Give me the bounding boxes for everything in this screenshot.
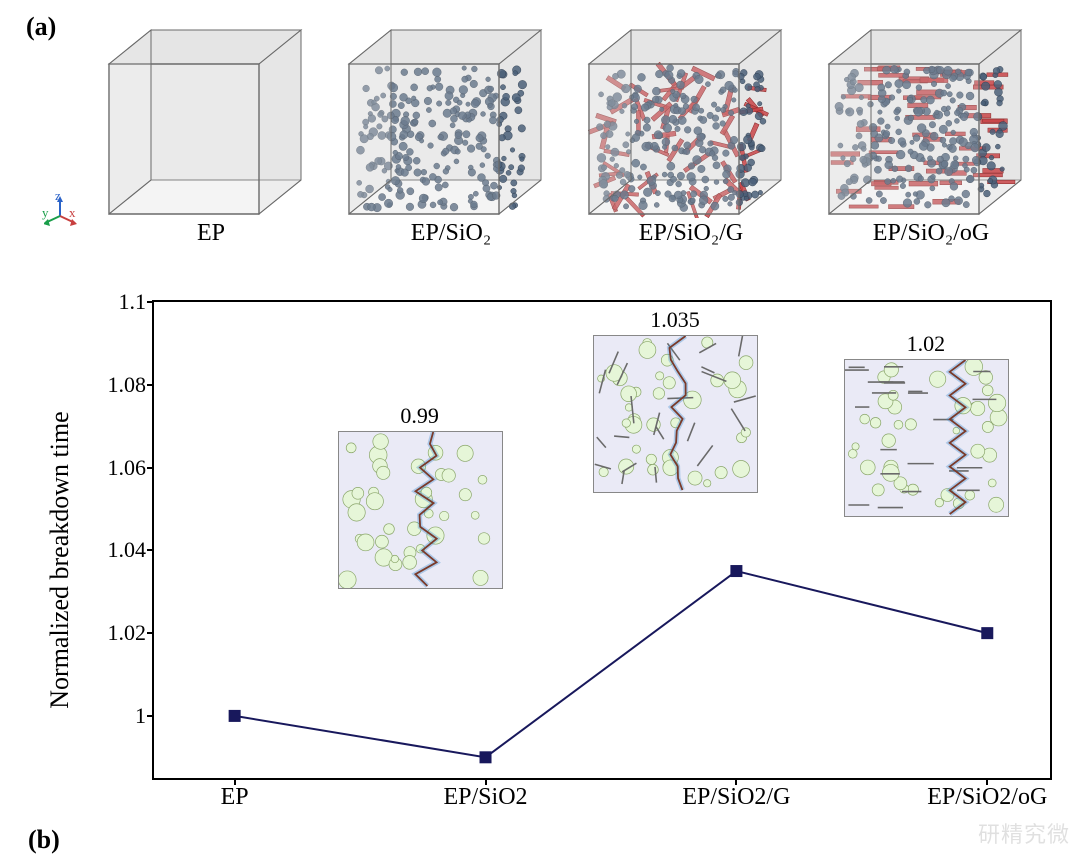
y-tick-mark xyxy=(147,549,154,551)
cube-item: EP/SiO₂/oG xyxy=(821,18,1041,247)
inset-simulation xyxy=(593,335,758,493)
figure-container: (a) y z x EP EP/SiO₂ EP/SiO₂/G EP/SiO₂/oG (… xyxy=(0,0,1080,865)
x-tick-mark xyxy=(234,778,236,785)
data-value-annotation: 0.99 xyxy=(400,403,439,429)
axis-z-label: z xyxy=(55,188,61,204)
x-tick-mark xyxy=(986,778,988,785)
cube-caption: EP xyxy=(197,220,225,247)
cube-box xyxy=(581,18,801,218)
cube-render xyxy=(581,18,801,218)
panel-a-label: (a) xyxy=(26,12,56,42)
y-tick-mark xyxy=(147,384,154,386)
y-axis-label: Normalized breakdown time xyxy=(45,411,75,708)
x-tick-mark xyxy=(485,778,487,785)
cube-caption: EP/SiO₂/oG xyxy=(873,220,989,247)
cube-box xyxy=(821,18,1041,218)
data-marker xyxy=(981,627,993,639)
panel-a: (a) y z x EP EP/SiO₂ EP/SiO₂/G EP/SiO₂/oG xyxy=(26,12,1054,272)
inset-svg xyxy=(845,360,1008,516)
y-tick-mark xyxy=(147,632,154,634)
chart-plot-area: 11.021.041.061.081.1EPEP/SiO2EP/SiO2/GEP… xyxy=(152,300,1052,780)
panel-b-label: (b) xyxy=(28,825,60,855)
axis-icon xyxy=(44,196,84,230)
y-tick-mark xyxy=(147,715,154,717)
inset-svg xyxy=(594,336,757,492)
data-marker xyxy=(229,710,241,722)
cube-caption: EP/SiO₂ xyxy=(411,220,491,247)
x-tick-mark xyxy=(735,778,737,785)
cube-caption: EP/SiO₂/G xyxy=(639,220,743,247)
cube-item: EP xyxy=(101,18,321,247)
data-marker xyxy=(480,751,492,763)
y-tick-mark xyxy=(147,467,154,469)
axis-y-label: y xyxy=(42,205,49,221)
cube-render xyxy=(341,18,561,218)
cube-item: EP/SiO₂/G xyxy=(581,18,801,247)
cube-box xyxy=(101,18,321,218)
data-value-annotation: 1.02 xyxy=(907,331,946,357)
data-value-annotation: 1.035 xyxy=(650,307,700,333)
cube-box xyxy=(341,18,561,218)
cubes-row: EP EP/SiO₂ EP/SiO₂/G EP/SiO₂/oG xyxy=(101,18,1041,247)
cube-render xyxy=(101,18,321,218)
data-line xyxy=(235,571,988,757)
inset-svg xyxy=(339,432,502,588)
chart-area: Normalized breakdown time 11.021.041.061… xyxy=(92,300,1052,820)
watermark: 研精究微 xyxy=(978,817,1070,849)
axis-x-label: x xyxy=(69,205,76,221)
inset-simulation xyxy=(844,359,1009,517)
data-marker xyxy=(730,565,742,577)
y-tick-mark xyxy=(147,301,154,303)
cube-item: EP/SiO₂ xyxy=(341,18,561,247)
inset-simulation xyxy=(338,431,503,589)
cube-render xyxy=(821,18,1041,218)
